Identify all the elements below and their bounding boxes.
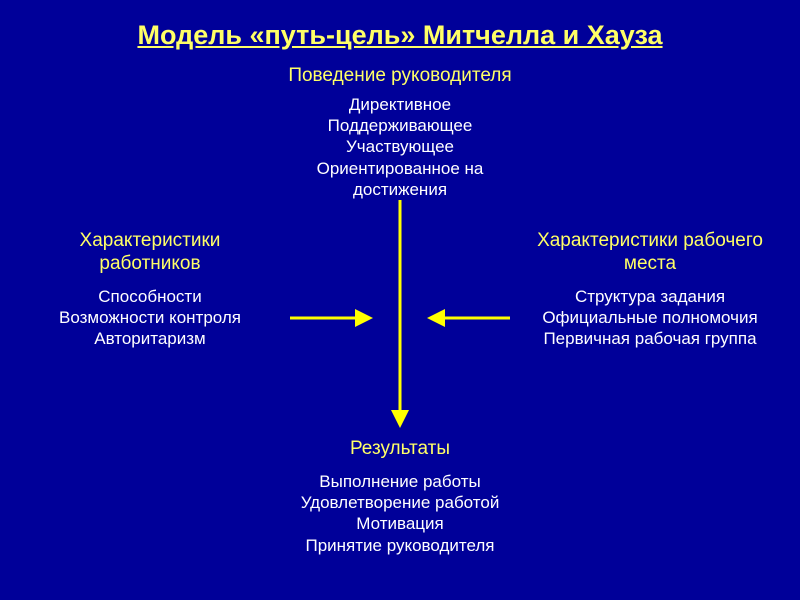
bottom-body: Выполнение работы Удовлетворение работой… bbox=[0, 471, 800, 556]
page-title: Модель «путь-цель» Митчелла и Хауза bbox=[0, 0, 800, 51]
left-block: Характеристики работников Способности Во… bbox=[10, 230, 290, 349]
left-body: Способности Возможности контроля Авторит… bbox=[10, 286, 290, 350]
top-block: Поведение руководителя Директивное Подде… bbox=[0, 65, 800, 200]
right-body: Структура задания Официальные полномочия… bbox=[500, 286, 800, 350]
left-heading: Характеристики работников bbox=[10, 230, 290, 276]
top-body: Директивное Поддерживающее Участвующее О… bbox=[0, 94, 800, 200]
bottom-heading: Результаты bbox=[0, 438, 800, 461]
right-heading: Характеристики рабочего места bbox=[500, 230, 800, 276]
top-heading: Поведение руководителя bbox=[0, 65, 800, 88]
right-block: Характеристики рабочего места Структура … bbox=[500, 230, 800, 349]
bottom-block: Результаты Выполнение работы Удовлетворе… bbox=[0, 438, 800, 556]
